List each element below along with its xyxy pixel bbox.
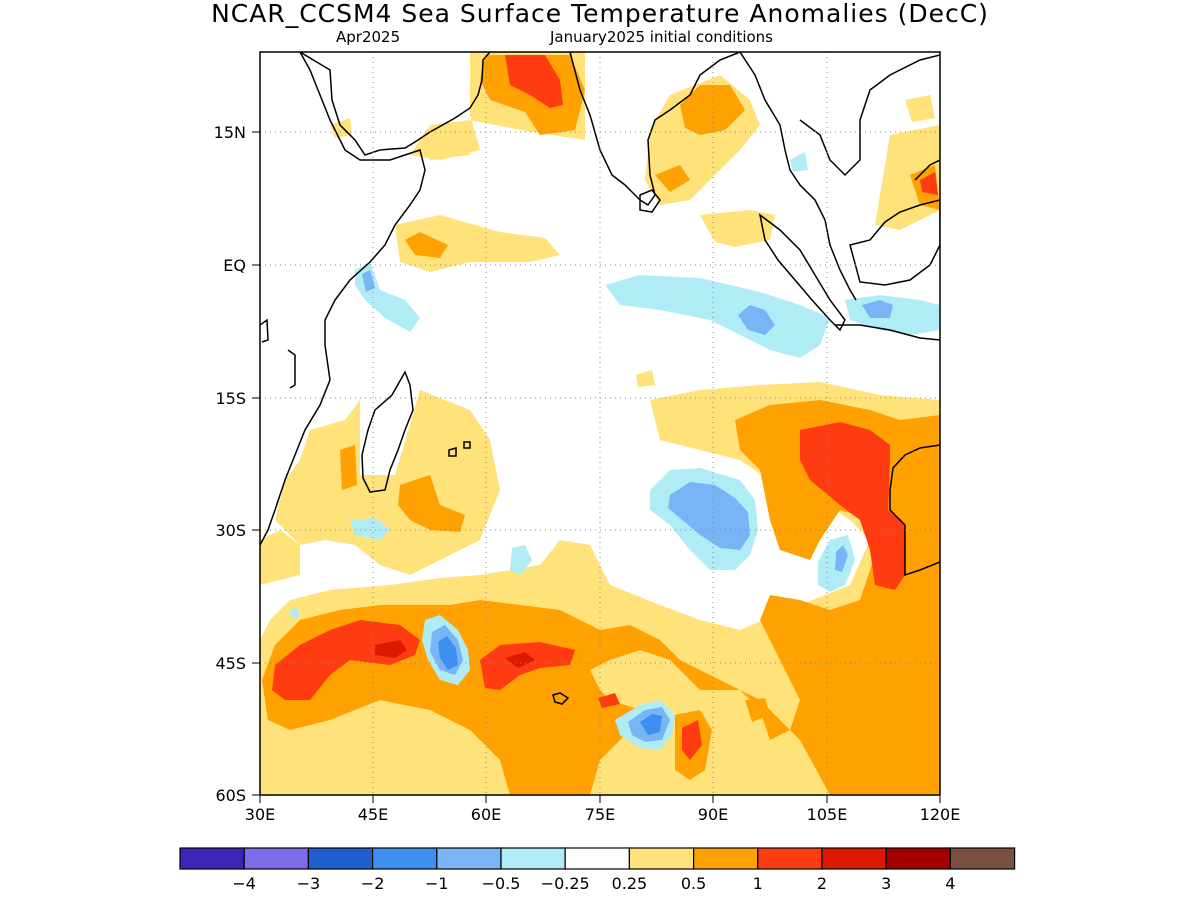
forecast-month: Apr2025 [336, 28, 401, 46]
lat-label: EQ [223, 256, 246, 275]
lon-label: 60E [471, 805, 501, 824]
longitude-labels: 30E 45E 60E 75E 90E 105E 120E [245, 805, 961, 824]
colorbar-swatch [243, 847, 309, 870]
colorbar-label: 0.5 [681, 874, 706, 893]
colorbar [179, 847, 1016, 870]
colorbar-swatch [692, 847, 759, 870]
colorbar-label: 1 [753, 874, 763, 893]
lon-label: 105E [807, 805, 848, 824]
colorbar-label: −2 [361, 874, 385, 893]
colorbar-swatch [949, 847, 1016, 870]
lon-label: 45E [358, 805, 388, 824]
colorbar-swatch [372, 847, 438, 870]
sst-anomaly-field [260, 52, 940, 795]
colorbar-label: 3 [881, 874, 891, 893]
colorbar-label: −0.25 [541, 874, 590, 893]
colorbar-swatch [757, 847, 823, 870]
colorbar-label: −0.5 [482, 874, 521, 893]
colorbar-label: −1 [425, 874, 449, 893]
lon-label: 75E [585, 805, 615, 824]
lon-label: 30E [245, 805, 275, 824]
colorbar-swatch [179, 847, 245, 870]
lat-label: 45S [215, 654, 246, 673]
colorbar-swatch [628, 847, 695, 870]
colorbar-label: 4 [945, 874, 955, 893]
lon-label: 90E [698, 805, 728, 824]
colorbar-swatch [436, 847, 502, 870]
lat-label: 30S [215, 521, 246, 540]
colorbar-swatch [307, 847, 374, 870]
graticule [260, 52, 940, 795]
colorbar-swatch [564, 847, 631, 870]
axis-ticks [252, 131, 941, 803]
lat-label: 15N [214, 123, 246, 142]
colorbar-swatch [821, 847, 887, 870]
initial-conditions: January2025 initial conditions [550, 28, 773, 46]
lat-label: 60S [215, 786, 246, 805]
colorbar-label: 0.25 [612, 874, 648, 893]
colorbar-swatch [885, 847, 952, 870]
colorbar-label: 2 [817, 874, 827, 893]
lon-label: 120E [920, 805, 961, 824]
chart-title: NCAR_CCSM4 Sea Surface Temperature Anoma… [211, 0, 989, 28]
colorbar-swatch [500, 847, 566, 870]
colorbar-labels: −4 −3 −2 −1 −0.5 −0.25 0.25 0.5 1 2 3 4 [232, 874, 955, 893]
coastlines [260, 52, 940, 705]
colorbar-label: −3 [297, 874, 321, 893]
latitude-labels: 15N EQ 15S 30S 45S 60S [214, 123, 246, 805]
lat-label: 15S [215, 389, 246, 408]
colorbar-label: −4 [232, 874, 256, 893]
